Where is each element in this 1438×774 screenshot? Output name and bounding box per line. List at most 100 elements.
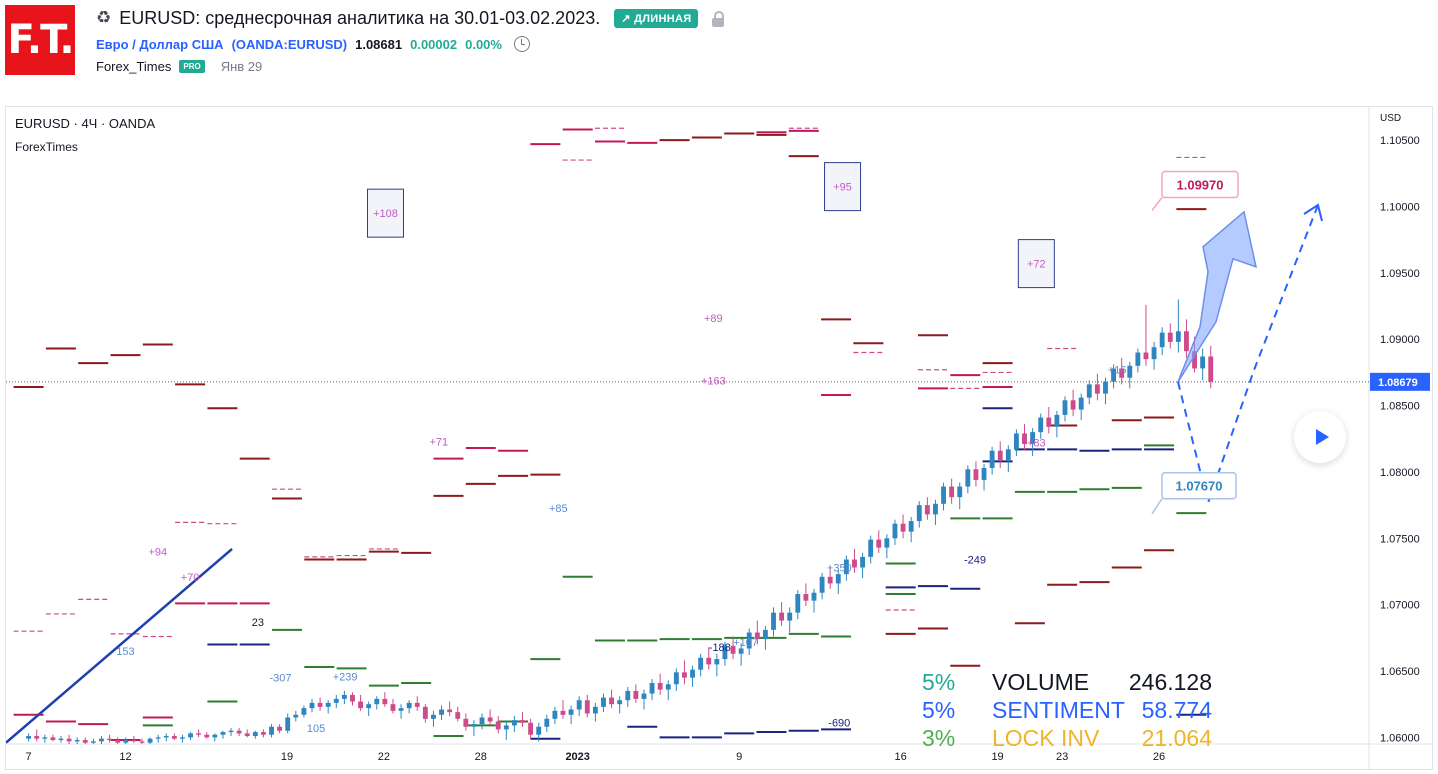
projection-arrowhead <box>1303 203 1323 222</box>
stat-pct: 3% <box>922 725 956 751</box>
candle-body <box>99 738 104 742</box>
candle-body <box>269 726 274 735</box>
candle-body <box>625 690 631 701</box>
symbol-price: 1.08681 <box>355 36 403 52</box>
candle-body <box>552 710 558 719</box>
candle-body <box>358 701 364 709</box>
candle-body <box>26 736 32 739</box>
candle-body <box>771 612 776 630</box>
x-tick-label: 28 <box>475 751 487 763</box>
candle-body <box>633 690 639 699</box>
candle-body <box>649 682 655 694</box>
annotation-box <box>824 162 862 212</box>
candle-body <box>422 706 428 719</box>
stat-value: 58.774 <box>1141 697 1212 723</box>
candle-body <box>228 730 234 733</box>
candle-body <box>835 574 841 584</box>
candle-body <box>843 559 849 575</box>
candle-body <box>325 702 331 707</box>
candle-body <box>714 659 720 665</box>
candle-body <box>933 503 938 515</box>
stat-row-volume: 5% VOLUME 246.128 <box>922 668 1212 696</box>
author-name-link[interactable]: Forex_Times <box>96 59 172 74</box>
y-tick-label: 1.08000 <box>1380 467 1420 479</box>
candle-body <box>244 733 250 737</box>
x-tick-label: 26 <box>1153 751 1165 763</box>
candle-body <box>1127 365 1133 378</box>
candle-body <box>1143 352 1149 360</box>
candle-body <box>1135 352 1141 366</box>
candle-body <box>1119 368 1125 378</box>
candle-body <box>641 693 647 699</box>
chart-frame[interactable] <box>5 106 1433 770</box>
annotation-label: +239 <box>333 671 358 683</box>
candle-body <box>762 629 768 640</box>
chart-legend-symbol[interactable]: EURUSD · 4Ч · OANDA <box>15 116 156 131</box>
candle-body <box>1070 400 1076 410</box>
recycle-icon: ♻ <box>96 8 112 27</box>
play-button[interactable] <box>1294 411 1346 463</box>
candle-body <box>617 700 623 705</box>
x-tick-label: 16 <box>895 751 907 763</box>
candle-body <box>1054 414 1060 427</box>
candle-body <box>852 559 857 568</box>
candle-body <box>447 709 453 713</box>
annotation-box <box>1017 239 1055 289</box>
candle-body <box>463 718 469 727</box>
y-tick-label: 1.10500 <box>1380 135 1420 147</box>
candle-body <box>1005 449 1011 461</box>
target-down-pointer <box>1151 498 1163 515</box>
annotation-label: +83 <box>1027 438 1046 450</box>
candle-body <box>795 594 801 613</box>
stat-label: VOLUME <box>992 669 1090 695</box>
candle-body <box>730 645 736 654</box>
candle-body <box>908 521 914 532</box>
y-axis-unit: USD <box>1380 113 1402 124</box>
candle-body <box>779 612 785 621</box>
candle-body <box>374 698 380 705</box>
box-label: +72 <box>1027 259 1046 271</box>
candle-body <box>277 726 283 731</box>
candle-body <box>1103 381 1108 394</box>
candle-body <box>212 734 218 738</box>
candle-body <box>584 700 590 714</box>
candle-body <box>511 720 517 726</box>
symbol-name-link[interactable]: Евро / Доллар США <box>96 36 224 52</box>
candle-body <box>155 737 161 739</box>
author-logo[interactable]: F.T. <box>5 5 75 75</box>
candle-body <box>90 741 96 743</box>
stat-label: LOCK INV <box>992 725 1100 751</box>
alarm-clock-icon[interactable] <box>513 36 530 52</box>
candle-body <box>916 505 922 522</box>
trend-line <box>6 547 233 744</box>
candle-body <box>188 733 193 738</box>
annotation-label: -690 <box>828 718 850 730</box>
author-row: Forex_Times PRO Янв 29 <box>96 59 262 74</box>
target-up-arrow <box>1177 210 1258 383</box>
annotation-label: +350 <box>827 562 852 574</box>
candle-body <box>690 669 695 678</box>
candle-body <box>981 467 987 480</box>
title-row: ♻ EURUSD: среднесрочная аналитика на 30.… <box>96 6 725 30</box>
stat-row-sentiment: 5% SENTIMENT 58.774 <box>922 696 1212 724</box>
candle-body <box>876 539 882 548</box>
annotation-label: +107 <box>733 637 758 649</box>
annotation-label: +85 <box>549 503 568 515</box>
candle-body <box>1086 384 1092 398</box>
candle-body <box>811 592 817 601</box>
candle-body <box>592 706 598 714</box>
annotation-label: +16 <box>1108 365 1127 377</box>
candle-body <box>536 726 542 735</box>
candle-body <box>1200 356 1206 369</box>
candle-body <box>503 725 509 730</box>
candle-body <box>803 594 809 601</box>
candle-body <box>601 697 606 707</box>
candle-body <box>754 632 760 640</box>
stat-row-lock-inv: 3% LOCK INV 21.064 <box>922 724 1212 752</box>
symbol-change: 0.00002 <box>410 36 458 52</box>
symbol-code-link[interactable]: (OANDA:EURUSD) <box>231 36 348 52</box>
candle-body <box>115 740 121 743</box>
candle-body <box>139 741 145 743</box>
candle-body <box>236 730 242 734</box>
